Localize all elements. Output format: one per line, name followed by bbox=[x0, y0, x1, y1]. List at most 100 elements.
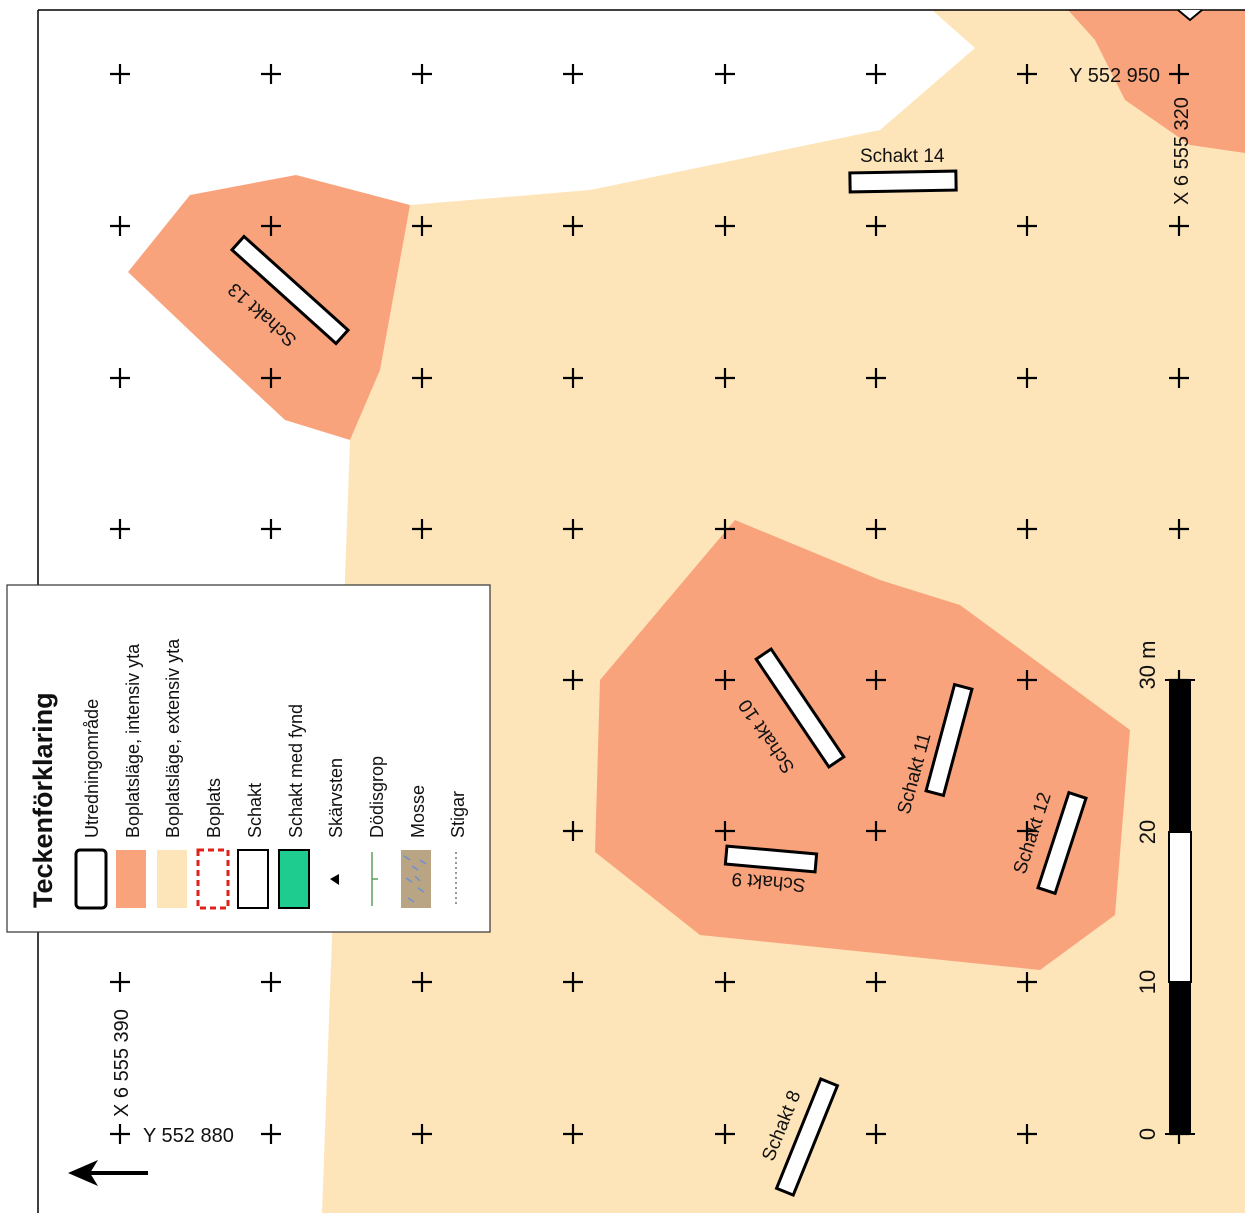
dodisgrop-icon bbox=[371, 852, 378, 906]
schakt-12-rect bbox=[1036, 790, 1088, 896]
utredningsomrade-symbol bbox=[74, 848, 108, 910]
legend-label-schakt-med-fynd: Schakt med fynd bbox=[286, 704, 306, 838]
legend-label-utredningsomrade: Utredningområde bbox=[82, 699, 102, 838]
legend-label-extensiv: Boplatsläge, extensiv yta bbox=[163, 638, 183, 838]
schakt-11-rect bbox=[924, 682, 974, 798]
grid-cross bbox=[866, 216, 886, 236]
grid-cross bbox=[1169, 216, 1189, 236]
marker-corner bbox=[1177, 9, 1203, 22]
scale-seg-2 bbox=[1168, 831, 1192, 983]
schakt-14-label: Schakt 14 bbox=[860, 146, 945, 167]
grid-cross bbox=[866, 670, 886, 690]
grid-cross bbox=[715, 670, 735, 690]
grid-cross bbox=[110, 1124, 130, 1144]
grid-cross bbox=[261, 972, 281, 992]
grid-cross bbox=[866, 1124, 886, 1144]
grid-cross bbox=[866, 368, 886, 388]
legend-label-intensiv: Boplatsläge, intensiv yta bbox=[123, 643, 143, 838]
coord-top-x: X 6 555 320 bbox=[1171, 97, 1193, 205]
north-arrow-icon bbox=[68, 1160, 148, 1186]
legend-label-mosse: Mosse bbox=[408, 785, 428, 838]
extensiv-symbol bbox=[157, 850, 187, 908]
grid-cross bbox=[866, 821, 886, 841]
grid-cross bbox=[563, 821, 583, 841]
grid-cross bbox=[563, 972, 583, 992]
legend-label-stigar: Stigar bbox=[448, 791, 468, 838]
schakt-symbol bbox=[237, 849, 269, 909]
grid-cross bbox=[110, 972, 130, 992]
legend: Teckenförklaring Utredningområde Boplats… bbox=[6, 584, 491, 933]
scale-seg-3 bbox=[1169, 680, 1191, 832]
grid-cross bbox=[1017, 1124, 1037, 1144]
grid-cross bbox=[110, 368, 130, 388]
legend-label-boplats: Boplats bbox=[204, 778, 224, 838]
grid-cross bbox=[110, 216, 130, 236]
legend-label-dodisgrop: Dödisgrop bbox=[367, 756, 387, 838]
schakt-8-rect bbox=[774, 1076, 840, 1198]
grid-cross bbox=[715, 821, 735, 841]
scale-seg-1 bbox=[1169, 982, 1191, 1134]
mosse-pattern-icon bbox=[401, 850, 431, 908]
coord-bottom-x: X 6 555 390 bbox=[111, 1009, 133, 1117]
grid-cross bbox=[110, 64, 130, 84]
grid-cross bbox=[412, 64, 432, 84]
scale-bar: 0 10 20 30 m bbox=[1135, 641, 1195, 1140]
grid-cross bbox=[412, 519, 432, 539]
grid-cross bbox=[866, 519, 886, 539]
scale-label-10: 10 bbox=[1135, 970, 1160, 994]
grid-cross bbox=[715, 972, 735, 992]
grid-cross bbox=[715, 519, 735, 539]
grid-cross bbox=[563, 368, 583, 388]
grid-cross bbox=[1017, 670, 1037, 690]
grid-cross bbox=[563, 519, 583, 539]
grid-cross bbox=[866, 64, 886, 84]
grid-cross bbox=[412, 216, 432, 236]
coord-top-y: Y 552 950 bbox=[1069, 65, 1160, 87]
grid-cross bbox=[866, 972, 886, 992]
scale-label-20: 20 bbox=[1135, 820, 1160, 844]
schakt-9-rect bbox=[723, 844, 819, 874]
legend-label-schakt: Schakt bbox=[245, 783, 265, 838]
scale-label-30: 30 m bbox=[1135, 641, 1160, 690]
grid-cross bbox=[412, 1124, 432, 1144]
intensive-area-schakt-13 bbox=[128, 175, 410, 440]
grid-cross bbox=[1169, 368, 1189, 388]
grid-cross bbox=[412, 368, 432, 388]
grid-cross bbox=[563, 216, 583, 236]
grid-cross bbox=[1169, 64, 1189, 84]
grid-cross bbox=[715, 64, 735, 84]
grid-cross bbox=[1169, 519, 1189, 539]
intensive-area-top-right bbox=[1068, 10, 1245, 153]
grid-cross bbox=[563, 64, 583, 84]
schakt-13-rect bbox=[229, 234, 351, 346]
scale-label-0: 0 bbox=[1135, 1128, 1160, 1140]
schakt-10-rect bbox=[754, 646, 846, 770]
grid-cross bbox=[261, 519, 281, 539]
grid-cross bbox=[110, 519, 130, 539]
boplats-symbol bbox=[196, 848, 230, 910]
grid-cross bbox=[261, 1124, 281, 1144]
grid-cross bbox=[715, 368, 735, 388]
grid-cross bbox=[261, 64, 281, 84]
grid-cross bbox=[1017, 821, 1037, 841]
schakt-med-fynd-symbol bbox=[278, 849, 310, 909]
grid-cross bbox=[563, 670, 583, 690]
grid-cross bbox=[1017, 64, 1037, 84]
grid-cross bbox=[1017, 519, 1037, 539]
grid-cross bbox=[715, 216, 735, 236]
grid-cross bbox=[715, 1124, 735, 1144]
grid-cross bbox=[1017, 216, 1037, 236]
schakt-14-rect bbox=[848, 169, 958, 194]
grid-cross bbox=[563, 1124, 583, 1144]
grid-cross bbox=[261, 368, 281, 388]
grid-cross bbox=[412, 972, 432, 992]
grid-cross bbox=[1017, 972, 1037, 992]
triangle-icon bbox=[330, 874, 339, 885]
intensiv-symbol bbox=[116, 850, 146, 908]
grid-cross bbox=[261, 216, 281, 236]
coord-bottom-y: Y 552 880 bbox=[143, 1125, 234, 1147]
grid-cross bbox=[1017, 368, 1037, 388]
legend-label-skarvsten: Skärvsten bbox=[326, 758, 346, 838]
legend-title: Teckenförklaring bbox=[28, 692, 58, 908]
